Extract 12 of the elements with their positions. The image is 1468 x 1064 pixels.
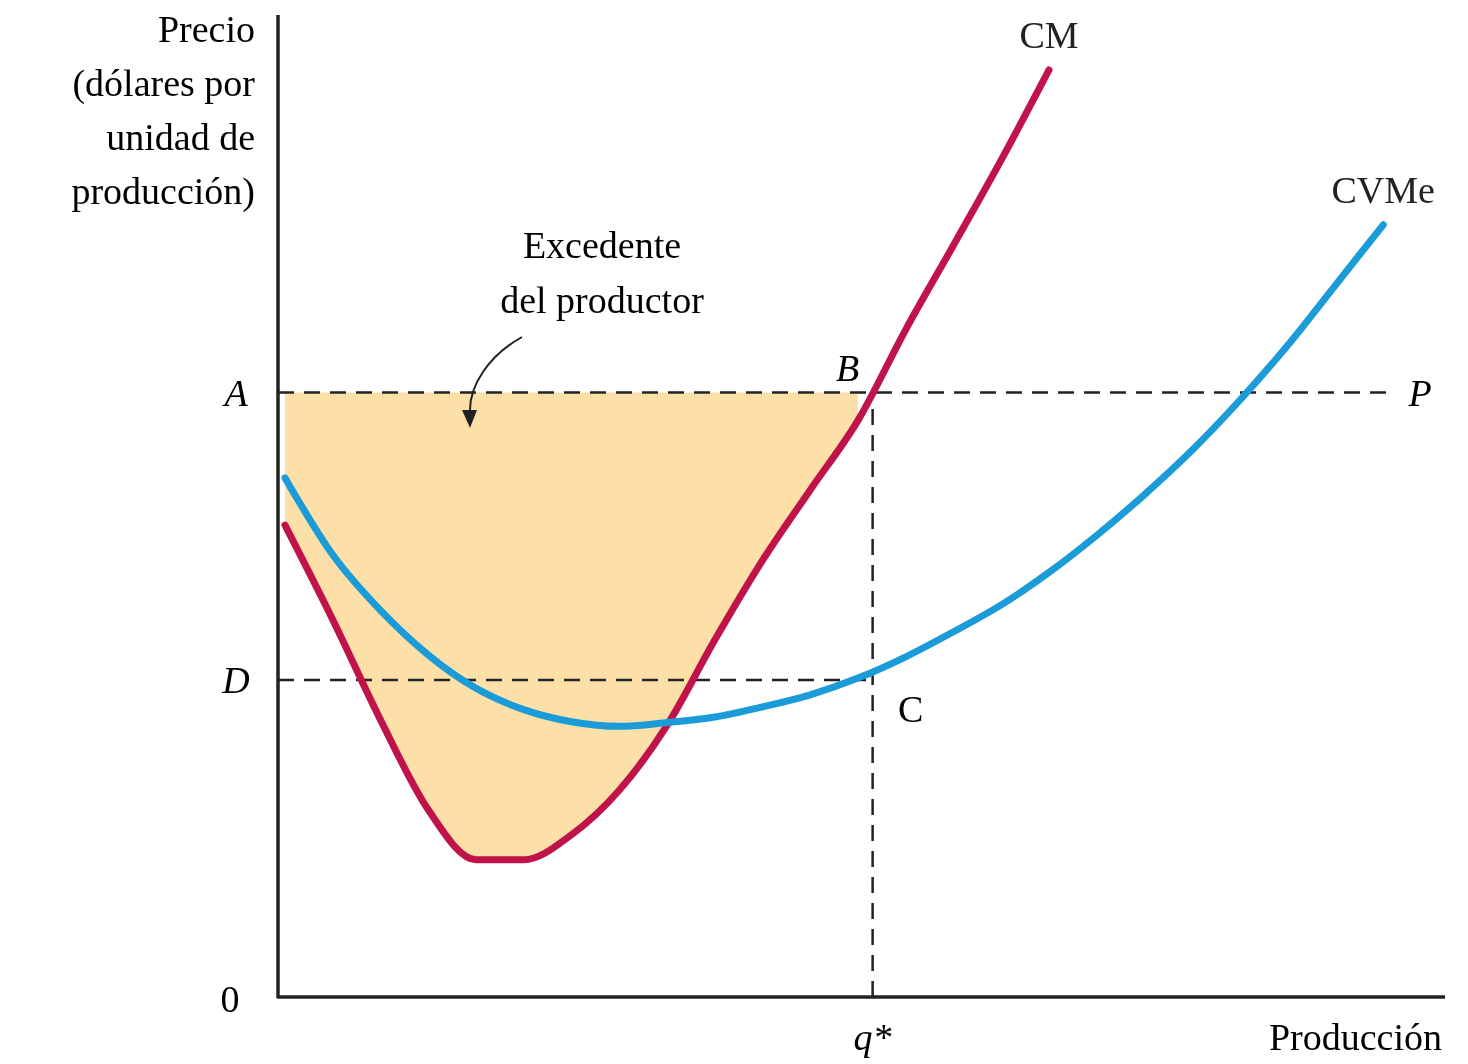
ref-line-label: D (221, 658, 250, 701)
y-axis-title: Precio (dólares por unidad de producción) (71, 8, 256, 213)
annotation: P (1407, 371, 1432, 414)
text: 0 (220, 978, 240, 1020)
annotation: C (897, 687, 924, 730)
annotation: B (836, 346, 860, 389)
series-label: CVMe (1331, 168, 1435, 211)
x-axis-title: Producción (1268, 1016, 1442, 1058)
text: q* (853, 1016, 892, 1058)
series-label: CM (1019, 14, 1079, 56)
annotation: Excedente del productor (500, 224, 705, 321)
ref-line-label: A (221, 371, 249, 414)
